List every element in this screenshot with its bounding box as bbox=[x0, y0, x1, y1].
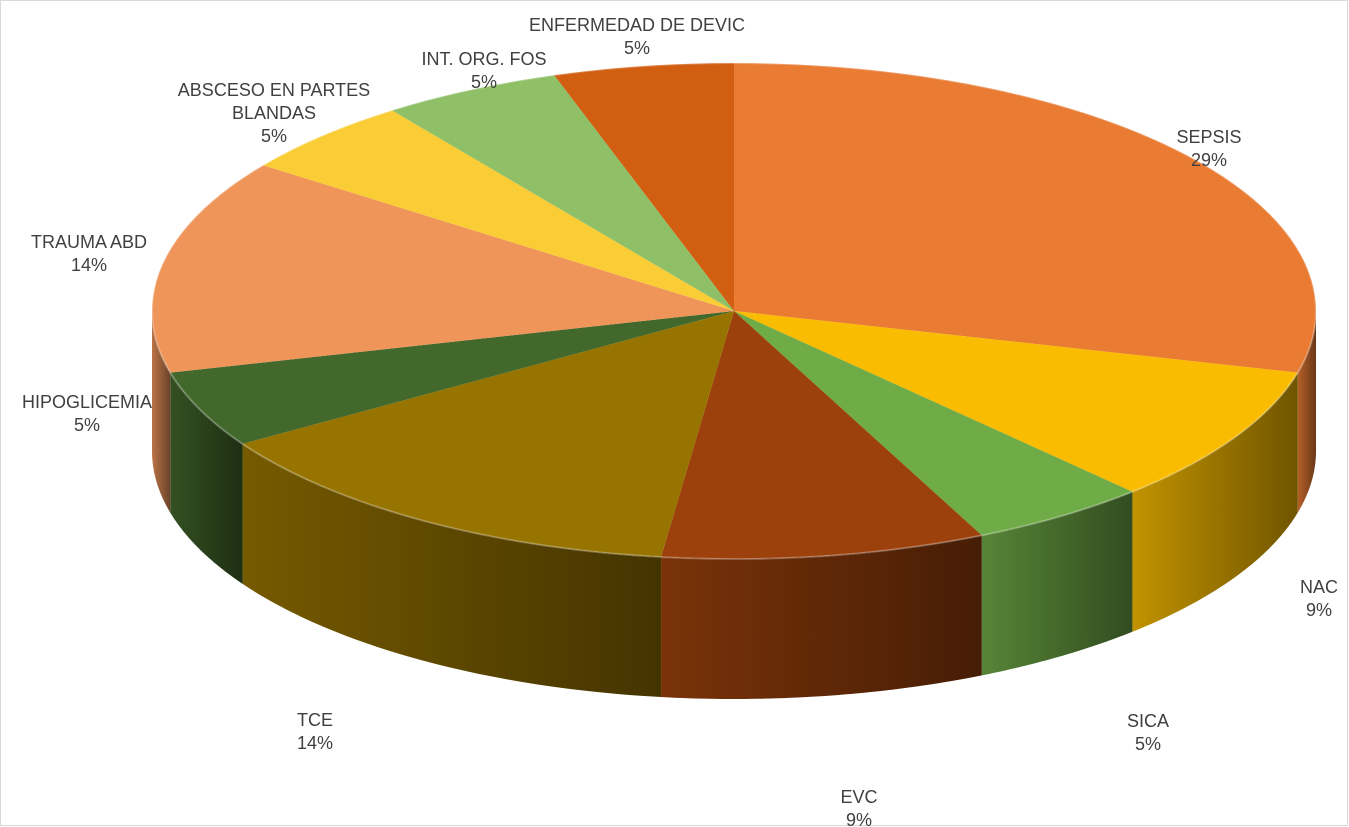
data-label-trauma-abd: TRAUMA ABD 14% bbox=[31, 232, 147, 275]
pie-slice-sepsis bbox=[734, 63, 1316, 373]
pie-side-sica bbox=[981, 491, 1133, 676]
data-label-hipoglicemia: HIPOGLICEMIA 5% bbox=[22, 392, 152, 435]
data-label-nac: NAC 9% bbox=[1300, 577, 1338, 620]
data-label-tce: TCE 14% bbox=[297, 710, 333, 753]
pie-slice-sica bbox=[734, 311, 1133, 536]
data-label-sica: SICA 5% bbox=[1127, 711, 1169, 754]
data-label-evc: EVC 9% bbox=[840, 787, 877, 827]
pie-slice-enfermedad-de-devic bbox=[554, 63, 734, 311]
pie-slice-absceso-en-partes-blandas bbox=[263, 110, 734, 311]
data-label-sepsis: SEPSIS 29% bbox=[1176, 127, 1241, 170]
pie-slice-tce bbox=[242, 311, 734, 558]
pie-side-hipoglicemia bbox=[170, 372, 243, 584]
data-label-enfermedad-de-devic: ENFERMEDAD DE DEVIC 5% bbox=[529, 15, 745, 58]
pie-side-evc bbox=[661, 535, 982, 699]
pie-slice-evc bbox=[661, 311, 982, 559]
pie-side-sepsis bbox=[1297, 311, 1316, 513]
pie-side-tce bbox=[242, 443, 662, 698]
pie-slice-int-org-fos bbox=[391, 75, 734, 311]
pie-side-nac bbox=[1132, 372, 1298, 632]
data-label-int-org-fos: INT. ORG. FOS 5% bbox=[421, 49, 546, 92]
pie-slice-trauma-abd bbox=[152, 165, 734, 373]
data-label-absceso-en-partes-blandas: ABSCESO EN PARTES BLANDAS 5% bbox=[178, 80, 370, 146]
pie-slice-hipoglicemia bbox=[170, 311, 734, 444]
pie-side-trauma-abd bbox=[152, 311, 171, 513]
pie-slice-nac bbox=[734, 311, 1298, 492]
pie-rim bbox=[151, 62, 1317, 560]
